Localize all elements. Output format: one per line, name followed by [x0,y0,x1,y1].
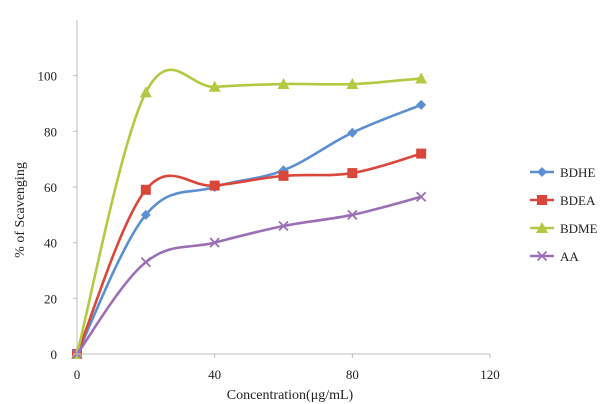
data-point-bdea [278,170,289,181]
data-point-bdme [208,80,221,92]
data-point-bdme [277,78,290,90]
data-point-bdme [139,86,152,98]
x-tick-label: 0 [74,367,81,382]
data-point-bdea [416,148,427,159]
data-point-bdhe [140,209,151,220]
legend-label: BDME [560,221,598,236]
legend-marker [536,250,548,262]
y-tick-label: 100 [38,69,58,84]
y-tick-label: 60 [44,180,57,195]
legend-item-aa: AA [530,249,579,264]
series-aa [71,191,427,360]
legend-item-bdme: BDME [530,221,598,236]
legend-label: BDEA [560,193,596,208]
legend-marker [537,167,547,177]
data-point-aa [140,257,151,268]
data-point-aa [416,191,427,202]
data-point-bdme [415,72,428,84]
axes: 0 20 40 60 80 100 0 40 80 120 [38,20,500,382]
legend-marker [537,195,547,205]
series-line-aa [75,195,422,355]
data-point-bdea [140,184,151,195]
legend: BDHE BDEA BDME AA [530,165,598,264]
y-tick-label: 80 [44,124,57,139]
legend-item-bdhe: BDHE [530,165,595,180]
series-bdea [72,148,427,359]
x-tick-label: 120 [480,367,500,382]
legend-item-bdea: BDEA [530,193,596,208]
y-tick-label: 40 [44,236,57,251]
legend-label: AA [560,249,579,264]
data-point-bdme [346,78,359,90]
y-axis-title: % of Scavenging [13,162,28,258]
legend-label: BDHE [560,165,595,180]
y-tick-label: 0 [51,347,58,362]
series-line-bdea [75,152,422,355]
x-tick-label: 40 [208,367,221,382]
data-point-aa [278,220,289,232]
data-point-aa [347,209,358,220]
series-bdme [71,68,428,359]
x-tick-label: 80 [346,367,359,382]
x-axis-title: Concentration(μg/mL) [227,388,354,403]
plot-area [71,68,428,360]
data-point-bdea [347,168,358,179]
legend-marker [536,222,548,233]
data-point-bdea [209,180,220,191]
y-tick-label: 20 [44,291,57,306]
data-point-aa [209,237,220,248]
data-point-bdhe [347,127,358,138]
data-point-bdhe [416,99,427,110]
